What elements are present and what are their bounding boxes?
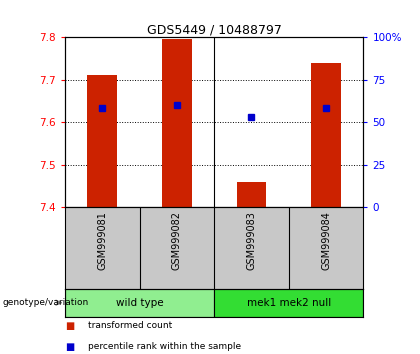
Text: GSM999084: GSM999084 — [321, 211, 331, 270]
Bar — [236, 182, 266, 207]
Text: wild type: wild type — [116, 298, 163, 308]
Bar — [162, 39, 192, 207]
Text: transformed count: transformed count — [88, 321, 173, 330]
Text: ■: ■ — [65, 342, 74, 352]
Text: percentile rank within the sample: percentile rank within the sample — [88, 342, 242, 352]
Bar — [87, 75, 117, 207]
Text: genotype/variation: genotype/variation — [2, 298, 88, 307]
Text: GSM999081: GSM999081 — [97, 211, 108, 270]
Bar — [214, 289, 363, 317]
Bar — [311, 63, 341, 207]
Text: mek1 mek2 null: mek1 mek2 null — [247, 298, 331, 308]
Text: GSM999083: GSM999083 — [247, 211, 257, 270]
Bar — [65, 289, 214, 317]
Text: GSM999082: GSM999082 — [172, 211, 182, 270]
Text: ■: ■ — [65, 321, 74, 331]
Title: GDS5449 / 10488797: GDS5449 / 10488797 — [147, 23, 282, 36]
